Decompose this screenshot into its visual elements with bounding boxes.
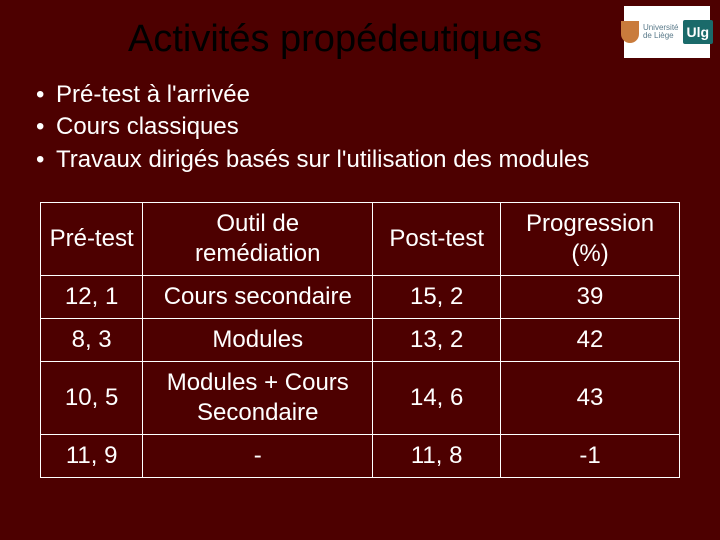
bullet-item: Pré-test à l'arrivée: [36, 79, 700, 111]
bullet-item: Cours classiques: [36, 111, 700, 143]
header-outil: Outil de remédiation: [143, 203, 373, 276]
logo-line2: de Liège: [643, 32, 679, 40]
results-table: Pré-test Outil de remédiation Post-test …: [40, 202, 680, 478]
table-row: 10, 5 Modules + Cours Secondaire 14, 6 4…: [41, 362, 680, 435]
header-progression: Progression (%): [501, 203, 680, 276]
cell-pre: 8, 3: [41, 319, 143, 362]
cell-prog: -1: [501, 435, 680, 478]
slide-title: Activités propédeutiques: [20, 18, 700, 61]
cell-outil: Cours secondaire: [143, 276, 373, 319]
shield-icon: [621, 21, 639, 43]
table-container: Pré-test Outil de remédiation Post-test …: [40, 202, 680, 478]
cell-pre: 11, 9: [41, 435, 143, 478]
cell-prog: 43: [501, 362, 680, 435]
cell-outil: Modules + Cours Secondaire: [143, 362, 373, 435]
bullet-item: Travaux dirigés basés sur l'utilisation …: [36, 144, 700, 176]
cell-post: 13, 2: [373, 319, 501, 362]
header-outil-line1: Outil de: [216, 210, 299, 237]
cell-outil-line2: Secondaire: [197, 399, 318, 426]
header-outil-line2: remédiation: [195, 240, 320, 267]
cell-pre: 12, 1: [41, 276, 143, 319]
cell-post: 11, 8: [373, 435, 501, 478]
table-row: 11, 9 - 11, 8 -1: [41, 435, 680, 478]
table-row: 12, 1 Cours secondaire 15, 2 39: [41, 276, 680, 319]
table-header-row: Pré-test Outil de remédiation Post-test …: [41, 203, 680, 276]
cell-post: 14, 6: [373, 362, 501, 435]
cell-prog: 39: [501, 276, 680, 319]
table-row: 8, 3 Modules 13, 2 42: [41, 319, 680, 362]
cell-outil: Modules: [143, 319, 373, 362]
header-prog-line2: (%): [571, 240, 608, 267]
cell-prog: 42: [501, 319, 680, 362]
cell-outil-line1: Modules + Cours: [167, 369, 349, 396]
slide: Université de Liège Ulg Activités propéd…: [0, 0, 720, 540]
university-logo: Université de Liège Ulg: [624, 6, 710, 58]
bullet-list: Pré-test à l'arrivée Cours classiques Tr…: [36, 79, 700, 176]
cell-post: 15, 2: [373, 276, 501, 319]
cell-pre: 10, 5: [41, 362, 143, 435]
cell-outil: -: [143, 435, 373, 478]
logo-text-block: Université de Liège: [643, 24, 679, 40]
header-pretest: Pré-test: [41, 203, 143, 276]
logo-inner: Université de Liège Ulg: [621, 20, 713, 44]
header-posttest: Post-test: [373, 203, 501, 276]
logo-tag: Ulg: [683, 20, 714, 44]
header-prog-line1: Progression: [526, 210, 654, 237]
